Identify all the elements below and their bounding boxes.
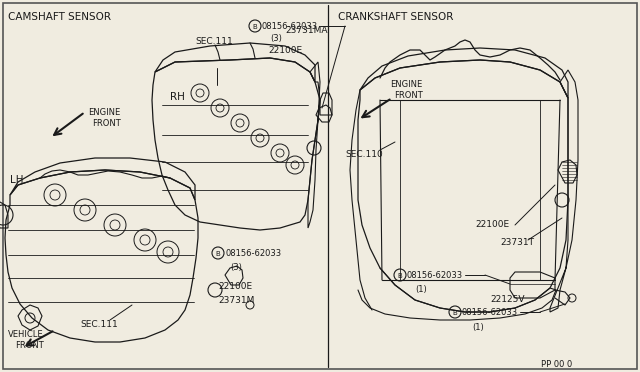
Text: B: B (253, 24, 257, 30)
Text: 08156-62033: 08156-62033 (462, 308, 518, 317)
Text: 08156-62033: 08156-62033 (262, 22, 318, 31)
Text: 23731M: 23731M (218, 296, 254, 305)
Text: 23731MA: 23731MA (285, 26, 328, 35)
Text: LH: LH (10, 175, 24, 185)
Text: PP 00 0: PP 00 0 (541, 360, 572, 369)
Text: B: B (216, 251, 220, 257)
Text: (3): (3) (270, 34, 282, 43)
Text: RH: RH (170, 92, 185, 102)
Text: FRONT: FRONT (92, 119, 121, 128)
Text: VEHICLE: VEHICLE (8, 330, 44, 339)
Text: ENGINE: ENGINE (390, 80, 422, 89)
Text: SEC.111: SEC.111 (195, 37, 233, 46)
Text: FRONT: FRONT (394, 91, 423, 100)
Text: 08156-62033: 08156-62033 (407, 271, 463, 280)
Text: 22100E: 22100E (475, 220, 509, 229)
Text: 23731T: 23731T (500, 238, 534, 247)
Text: ENGINE: ENGINE (88, 108, 120, 117)
Text: 22100E: 22100E (268, 46, 302, 55)
Text: FRONT: FRONT (15, 341, 44, 350)
Text: (3): (3) (230, 263, 242, 272)
Text: 22125V: 22125V (490, 295, 525, 304)
Text: 22100E: 22100E (218, 282, 252, 291)
Text: CAMSHAFT SENSOR: CAMSHAFT SENSOR (8, 12, 111, 22)
Text: B: B (452, 310, 458, 316)
Text: SEC.110: SEC.110 (345, 150, 383, 159)
Text: CRANKSHAFT SENSOR: CRANKSHAFT SENSOR (338, 12, 453, 22)
Text: 08156-62033: 08156-62033 (225, 249, 281, 258)
Text: (1): (1) (472, 323, 484, 332)
Text: B: B (397, 273, 403, 279)
Text: (1): (1) (415, 285, 427, 294)
Text: SEC.111: SEC.111 (80, 320, 118, 329)
